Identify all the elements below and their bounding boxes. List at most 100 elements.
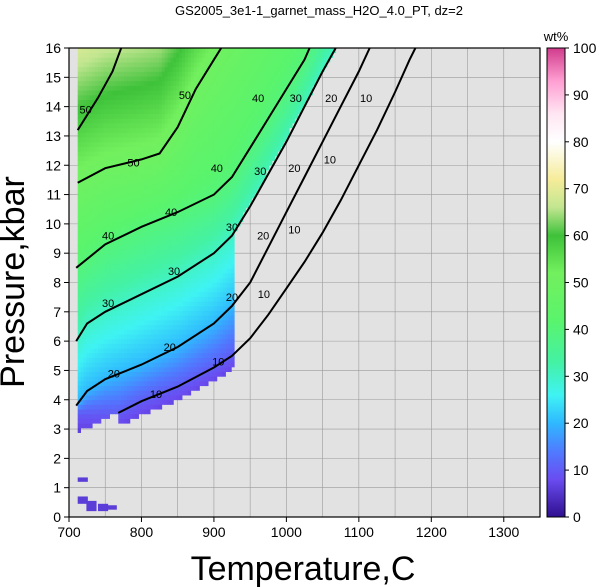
heatmap-cell bbox=[164, 57, 168, 63]
heatmap-cell bbox=[222, 371, 226, 377]
heatmap-cell bbox=[193, 179, 197, 185]
heatmap-cell bbox=[86, 66, 90, 72]
heatmap-cell bbox=[213, 212, 218, 218]
heatmap-cell bbox=[248, 94, 253, 100]
heatmap-cell bbox=[144, 127, 148, 133]
heatmap-cell bbox=[92, 104, 96, 110]
heatmap-cell bbox=[184, 315, 189, 321]
heatmap-cell bbox=[205, 85, 209, 91]
heatmap-cell bbox=[124, 413, 128, 419]
heatmap-cell bbox=[100, 259, 105, 265]
heatmap-cell bbox=[173, 230, 177, 236]
heatmap-cell bbox=[138, 216, 142, 222]
heatmap-cell bbox=[155, 118, 160, 124]
heatmap-cell bbox=[222, 48, 226, 54]
heatmap-cell bbox=[118, 418, 122, 424]
heatmap-cell bbox=[260, 57, 264, 63]
heatmap-cell bbox=[228, 296, 232, 302]
heatmap-cell bbox=[161, 108, 166, 115]
heatmap-cell bbox=[158, 230, 163, 236]
heatmap-cell bbox=[77, 291, 81, 297]
heatmap-cell bbox=[318, 52, 322, 58]
heatmap-cell bbox=[124, 118, 128, 124]
heatmap-cell bbox=[248, 188, 253, 194]
heatmap-cell bbox=[211, 277, 215, 283]
heatmap-cell bbox=[92, 179, 96, 185]
heatmap-cell bbox=[144, 80, 148, 86]
heatmap-cell bbox=[86, 76, 90, 82]
heatmap-cell bbox=[173, 94, 177, 100]
heatmap-cell bbox=[144, 137, 148, 143]
heatmap-cell bbox=[190, 277, 195, 283]
heatmap-cell bbox=[211, 146, 215, 152]
heatmap-cell bbox=[83, 108, 87, 115]
heatmap-cell bbox=[280, 108, 284, 115]
heatmap-cell bbox=[184, 174, 189, 180]
heatmap-cell bbox=[225, 57, 229, 63]
heatmap-cell bbox=[242, 127, 247, 133]
heatmap-cell bbox=[103, 76, 108, 82]
heatmap-cell bbox=[83, 48, 87, 54]
heatmap-cell bbox=[80, 113, 84, 119]
heatmap-cell bbox=[126, 376, 131, 382]
heatmap-cell bbox=[193, 193, 197, 199]
heatmap-cell bbox=[164, 198, 168, 204]
heatmap-cell bbox=[248, 62, 253, 68]
heatmap-cell bbox=[112, 296, 116, 302]
heatmap-cell bbox=[283, 137, 287, 143]
heatmap-cell bbox=[205, 240, 209, 246]
heatmap-cell bbox=[121, 244, 125, 251]
heatmap-cell bbox=[196, 305, 200, 312]
heatmap-cell bbox=[144, 85, 148, 91]
heatmap-cell bbox=[141, 399, 145, 405]
heatmap-cell bbox=[193, 310, 197, 316]
heatmap-cell bbox=[138, 343, 142, 349]
heatmap-cell bbox=[77, 165, 81, 171]
y-tick-label: 14 bbox=[45, 99, 61, 115]
heatmap-cell bbox=[155, 395, 160, 401]
heatmap-cell bbox=[234, 71, 238, 77]
heatmap-cell bbox=[190, 310, 195, 316]
heatmap-cell bbox=[173, 296, 177, 302]
heatmap-cell bbox=[289, 99, 293, 105]
heatmap-cell bbox=[141, 71, 145, 77]
heatmap-cell bbox=[193, 268, 197, 274]
heatmap-cell bbox=[150, 90, 154, 96]
heatmap-cell bbox=[182, 362, 186, 368]
heatmap-cell bbox=[196, 385, 200, 391]
heatmap-cell bbox=[135, 315, 139, 321]
heatmap-cell bbox=[219, 90, 224, 96]
heatmap-cell bbox=[97, 123, 102, 129]
heatmap-cell bbox=[158, 287, 163, 293]
contour-label-text: 30 bbox=[168, 266, 180, 278]
heatmap-cell bbox=[289, 57, 293, 63]
heatmap-cell bbox=[237, 90, 241, 96]
heatmap-cell bbox=[199, 334, 203, 340]
heatmap-cell bbox=[268, 123, 273, 129]
heatmap-cell bbox=[115, 123, 119, 129]
heatmap-cell bbox=[126, 357, 131, 363]
heatmap-cell bbox=[173, 221, 177, 227]
heatmap-cell bbox=[153, 348, 157, 354]
heatmap-cell bbox=[132, 385, 137, 391]
heatmap-cell bbox=[199, 155, 203, 161]
heatmap-cell bbox=[77, 249, 81, 255]
heatmap-cell bbox=[106, 155, 110, 161]
heatmap-cell bbox=[222, 362, 226, 368]
heatmap-cell bbox=[100, 108, 105, 115]
heatmap-cell bbox=[77, 108, 81, 115]
heatmap-cell bbox=[237, 94, 241, 100]
heatmap-cell bbox=[153, 155, 157, 161]
heatmap-cell bbox=[257, 99, 261, 105]
heatmap-cell bbox=[109, 310, 113, 316]
heatmap-cell bbox=[225, 174, 229, 180]
heatmap-cell bbox=[121, 62, 125, 68]
heatmap-cell bbox=[124, 418, 128, 424]
heatmap-cell bbox=[135, 338, 139, 344]
heatmap-cell bbox=[245, 132, 250, 138]
heatmap-cell bbox=[89, 310, 93, 316]
heatmap-cell bbox=[86, 385, 90, 391]
heatmap-cell bbox=[164, 174, 168, 180]
heatmap-cell bbox=[187, 287, 192, 293]
heatmap-cell bbox=[182, 263, 186, 269]
